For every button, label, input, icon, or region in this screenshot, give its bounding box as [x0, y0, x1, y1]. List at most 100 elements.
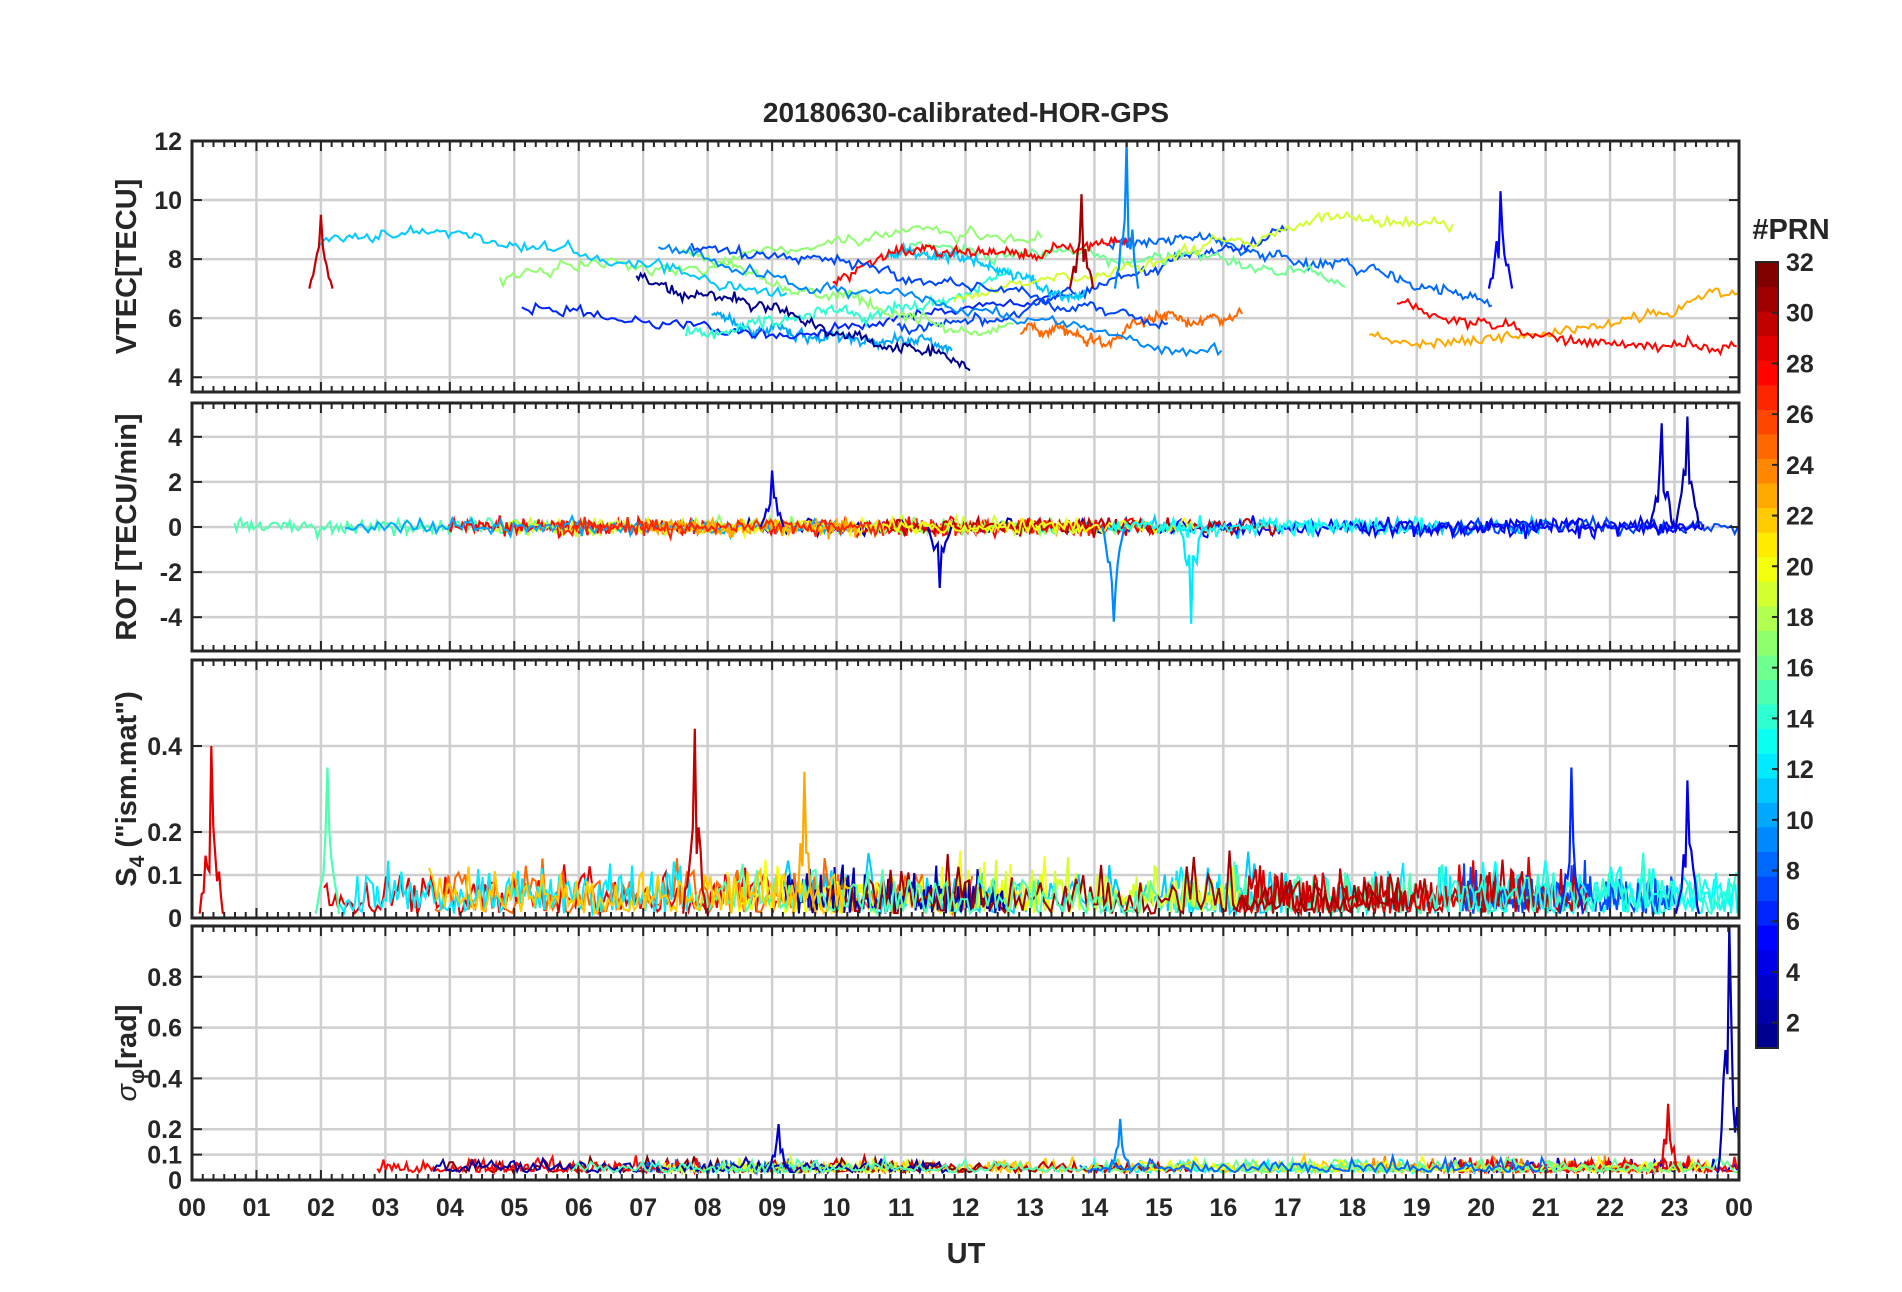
colorbar-band: [1756, 458, 1778, 484]
peak-mark: [308, 214, 334, 289]
colorbar-band: [1756, 630, 1778, 656]
x-tick-label: 17: [1274, 1194, 1302, 1222]
y-axis-label-rot: ROT [TECU/min]: [111, 413, 143, 640]
series-vtec: [308, 141, 1739, 372]
y-tick-label: 0.8: [147, 964, 182, 992]
colorbar-band: [1756, 949, 1778, 975]
peak-mark: [1558, 767, 1585, 914]
panel-rot: -4 -2 0 2 4 ROT [TECU/min]: [111, 401, 1741, 653]
y-tick-label: 0.2: [147, 819, 182, 847]
series-trace: [690, 242, 1169, 330]
peak-mark: [1101, 526, 1127, 622]
y-tick-label: 0.4: [147, 1065, 182, 1093]
y-tick-label: 10: [154, 187, 182, 215]
colorbar-band: [1756, 311, 1778, 337]
colorbar-band: [1756, 655, 1778, 681]
peak-mark: [1655, 1103, 1681, 1173]
series-trace: [1241, 1155, 1739, 1175]
x-tick-label: 10: [823, 1194, 851, 1222]
y-tick-label: 0.4: [147, 733, 182, 761]
peak-mark: [927, 526, 953, 588]
series-trace: [1019, 306, 1243, 350]
x-tick-label: 13: [1016, 1194, 1044, 1222]
colorbar-band: [1756, 360, 1778, 386]
series-trace: [832, 235, 1133, 287]
colorbar-band: [1756, 507, 1778, 533]
colorbar-tick-label: 4: [1786, 959, 1800, 987]
x-tick-label: 18: [1338, 1194, 1366, 1222]
peak-mark: [682, 728, 708, 914]
peak-mark: [1674, 780, 1701, 914]
colorbar-band: [1756, 851, 1778, 877]
colorbar-band: [1756, 433, 1778, 459]
x-tick-label: 00: [178, 1194, 206, 1222]
series-trace: [555, 516, 885, 542]
colorbar-band: [1756, 826, 1778, 852]
x-tick-label: 21: [1532, 1194, 1560, 1222]
colorbar-tick-label: 12: [1786, 756, 1814, 784]
colorbar-band: [1756, 974, 1778, 1000]
series-trace: [1428, 852, 1738, 917]
peak-mark: [1113, 141, 1140, 289]
colorbar-tick-label: 32: [1786, 249, 1814, 277]
x-tick-label: 07: [629, 1194, 657, 1222]
colorbar-band: [1756, 802, 1778, 828]
colorbar-band: [1756, 605, 1778, 631]
series-rot: [233, 416, 1739, 624]
y-label-sub: 4: [126, 855, 149, 867]
x-tick-label: 14: [1081, 1194, 1109, 1222]
series-trace: [432, 1155, 950, 1175]
x-tick-label: 22: [1596, 1194, 1624, 1222]
y-tick-label: 0: [168, 905, 182, 933]
series-trace: [695, 863, 1164, 917]
peak-mark: [1674, 416, 1701, 528]
peak-mark: [1487, 191, 1514, 289]
y-tick-label: 4: [168, 364, 182, 392]
x-tick-label: 23: [1661, 1194, 1689, 1222]
peak-mark: [1178, 526, 1204, 624]
y-label-main: σ: [111, 1082, 143, 1101]
y-tick-label: -4: [160, 604, 182, 632]
peak-mark: [314, 767, 341, 914]
colorbar-band: [1756, 1023, 1778, 1049]
y-label-sub: φ: [126, 1069, 149, 1084]
series-trace: [953, 210, 1454, 303]
y-tick-label: 0: [168, 1167, 182, 1195]
peak-mark: [766, 1123, 792, 1173]
colorbar-band: [1756, 876, 1778, 902]
x-tick-label: 11: [888, 1194, 915, 1222]
colorbar-tick-label: 10: [1786, 807, 1814, 835]
colorbar-label: #PRN: [1752, 214, 1829, 246]
y-label-rest: ("ism.mat"): [111, 691, 143, 855]
colorbar-tick-label: 26: [1786, 401, 1814, 429]
colorbar-band: [1756, 532, 1778, 558]
series-trace: [428, 866, 851, 915]
series-trace: [521, 289, 1073, 340]
colorbar-tick-label: 22: [1786, 503, 1814, 531]
colorbar-tick-label: 30: [1786, 300, 1814, 328]
y-tick-label: 4: [168, 424, 182, 452]
series-trace: [338, 860, 693, 918]
series-trace: [886, 241, 1086, 304]
minor-ticks: [191, 660, 1740, 918]
peak-mark: [759, 470, 785, 528]
colorbar-tick-label: 16: [1786, 655, 1814, 683]
colorbar-tick-label: 20: [1786, 553, 1814, 581]
panel-vtec: 4 6 8 10 12 VTEC[TECU]: [111, 128, 1741, 394]
colorbar-tick-label: 6: [1786, 908, 1800, 936]
colorbar-tick-label: 18: [1786, 604, 1814, 632]
colorbar-band: [1756, 900, 1778, 926]
y-tick-label: 0.6: [147, 1015, 182, 1043]
colorbar-band: [1756, 925, 1778, 951]
peak-mark: [791, 771, 818, 914]
colorbar-band: [1756, 777, 1778, 803]
series-trace: [1396, 297, 1737, 357]
y-tick-label: 2: [168, 469, 182, 497]
colorbar-band: [1756, 384, 1778, 410]
y-axis-label-s4: S4 ("ism.mat"): [111, 691, 149, 887]
series-trace: [635, 271, 971, 372]
x-tick-label: 04: [436, 1194, 464, 1222]
colorbar-band: [1756, 704, 1778, 730]
